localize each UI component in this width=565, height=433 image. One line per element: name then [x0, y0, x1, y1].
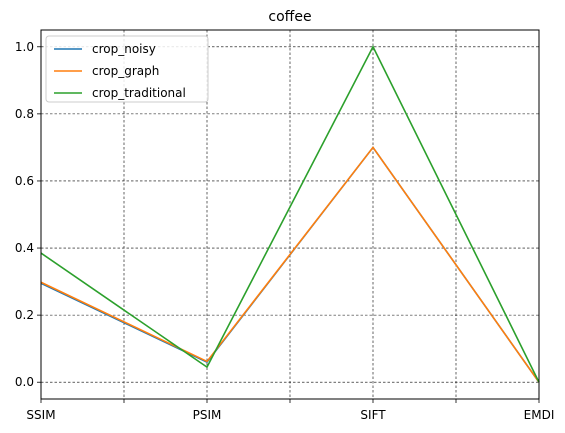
y-tick-label: 0.4: [15, 241, 34, 255]
y-tick-label: 0.6: [15, 174, 34, 188]
x-tick-label: EMDI: [524, 408, 555, 422]
y-tick-label: 1.0: [15, 40, 34, 54]
axes: SSIM PSIM SIFT EMDI 0.0 0.2 0.4 0.6 0.8 1.0: [15, 40, 554, 422]
y-tick-label: 0.8: [15, 107, 34, 121]
legend-box: [45, 35, 209, 103]
series-line-crop_traditional: [40, 45, 540, 383]
series-lines: [40, 45, 540, 383]
legend-label: crop_noisy: [92, 42, 156, 56]
series-line-crop_graph: [40, 146, 540, 383]
x-tick-label: SSIM: [26, 408, 55, 422]
legend: crop_noisy crop_graph crop_traditional: [45, 35, 209, 103]
y-tick-label: 0.2: [15, 308, 34, 322]
legend-label: crop_traditional: [92, 86, 186, 100]
x-tick-label: PSIM: [193, 408, 222, 422]
legend-label: crop_graph: [92, 64, 159, 78]
y-tick-label: 0.0: [15, 375, 34, 389]
x-tick-label: SIFT: [360, 408, 386, 422]
chart-title: coffee: [268, 9, 311, 25]
